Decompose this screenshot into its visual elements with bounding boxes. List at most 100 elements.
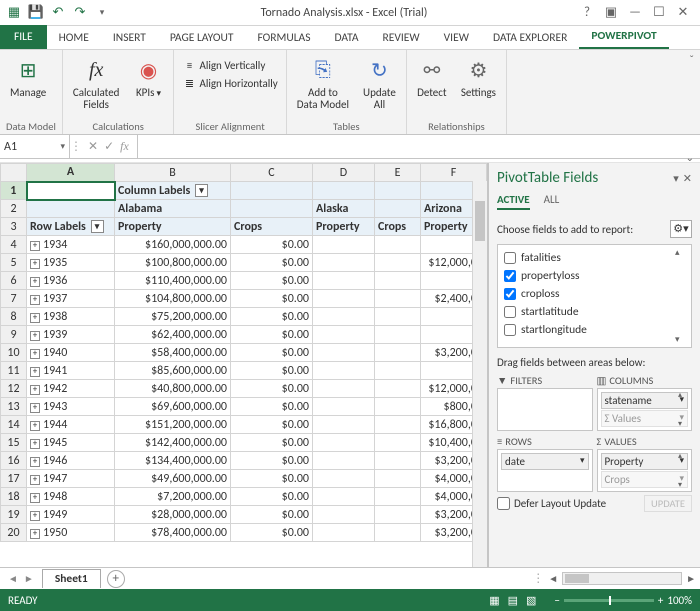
expand-formula-icon[interactable]: ⌄ bbox=[686, 151, 694, 164]
tab-home[interactable]: HOME bbox=[47, 27, 101, 49]
ptf-title: PivotTable Fields ▾✕ bbox=[497, 169, 692, 187]
tab-file[interactable]: FILE bbox=[0, 25, 47, 49]
ptf-item-statename[interactable]: statename▾ bbox=[601, 392, 689, 409]
tab-nav-prev-icon[interactable]: ◄ bbox=[8, 572, 18, 585]
align-h-icon: ≣ bbox=[182, 76, 196, 90]
title-bar: ▦ 💾 ↶ ↷ ▾ Tornado Analysis.xlsx - Excel … bbox=[0, 0, 700, 26]
zoom-slider[interactable] bbox=[564, 599, 654, 602]
settings-button[interactable]: ⚙ Settings bbox=[457, 53, 500, 101]
ptf-item-crops[interactable]: Crops▾ bbox=[601, 471, 689, 488]
scroll-down-icon[interactable]: ▾ bbox=[675, 334, 689, 345]
undo-icon[interactable]: ↶ bbox=[48, 3, 68, 23]
add-table-icon: ⎘ bbox=[308, 55, 338, 85]
calc-fields-button[interactable]: fx Calculated Fields bbox=[69, 53, 124, 113]
ptf-rows-box[interactable]: date▾ bbox=[497, 449, 593, 492]
ptf-tab-active[interactable]: ACTIVE bbox=[497, 193, 530, 210]
pivottable-fields-pane: PivotTable Fields ▾✕ ACTIVE ALL Choose f… bbox=[488, 163, 700, 567]
ptf-field-startlongitude[interactable]: startlongitude bbox=[502, 321, 687, 339]
sheet-tab-sheet1[interactable]: Sheet1 bbox=[42, 569, 101, 588]
view-page-break-icon[interactable]: ▧ bbox=[526, 594, 536, 607]
ptf-drag-label: Drag fields between areas below: bbox=[497, 356, 692, 369]
align-horizontally-button[interactable]: ≣Align Horizontally bbox=[180, 75, 279, 91]
cancel-formula-icon[interactable]: ✕ bbox=[88, 139, 98, 154]
kpis-button[interactable]: ◉ KPIs ▾ bbox=[129, 53, 167, 101]
ptf-field-propertyloss[interactable]: propertyloss bbox=[502, 267, 687, 285]
manage-button[interactable]: ⊞ Manage bbox=[6, 53, 50, 101]
tab-formulas[interactable]: FORMULAS bbox=[245, 27, 322, 49]
sheet-tab-bar: ◄► Sheet1 + ⋮ ◄ ► bbox=[0, 567, 700, 589]
ptf-field-startlatitude[interactable]: startlatitude bbox=[502, 303, 687, 321]
manage-icon: ⊞ bbox=[13, 55, 43, 85]
collapse-ribbon-icon[interactable]: ˇ bbox=[683, 50, 700, 134]
ptf-filters-box[interactable] bbox=[497, 388, 593, 431]
save-icon[interactable]: 💾 bbox=[26, 3, 46, 23]
refresh-icon: ↻ bbox=[364, 55, 394, 85]
qat-dropdown-icon[interactable]: ▾ bbox=[92, 3, 112, 23]
hscroll-left-icon[interactable]: ◄ bbox=[548, 572, 558, 585]
ptf-dropdown-icon[interactable]: ▾ bbox=[673, 172, 679, 185]
filter-icon: ▼ bbox=[497, 374, 507, 387]
tab-data-explorer[interactable]: DATA EXPLORER bbox=[481, 27, 579, 49]
view-page-layout-icon[interactable]: ▤ bbox=[508, 594, 518, 607]
group-calculations: Calculations bbox=[69, 119, 168, 133]
name-box[interactable]: A1▾ bbox=[0, 135, 70, 158]
gear-icon: ⚙ bbox=[463, 55, 493, 85]
tab-review[interactable]: REVIEW bbox=[371, 27, 432, 49]
ptf-filters-label: FILTERS bbox=[510, 374, 542, 387]
tab-view[interactable]: VIEW bbox=[432, 27, 481, 49]
help-icon[interactable]: ? bbox=[576, 5, 598, 20]
zoom-in-icon[interactable]: + bbox=[658, 594, 663, 607]
maximize-icon[interactable]: ☐ bbox=[648, 5, 670, 20]
add-sheet-button[interactable]: + bbox=[107, 570, 125, 588]
ptf-tools-icon[interactable]: ⚙▾ bbox=[670, 220, 692, 238]
ribbon-options-icon[interactable]: ▣ bbox=[600, 5, 622, 20]
tab-insert[interactable]: INSERT bbox=[101, 27, 158, 49]
redo-icon[interactable]: ↷ bbox=[70, 3, 90, 23]
ptf-item-sigma-values[interactable]: Σ Values▾ bbox=[601, 410, 689, 427]
window-controls: ? ▣ — ☐ ✕ bbox=[576, 5, 700, 20]
align-vertically-button[interactable]: ≡Align Vertically bbox=[180, 57, 267, 73]
tab-data[interactable]: DATA bbox=[322, 27, 370, 49]
vertical-scrollbar[interactable] bbox=[472, 181, 487, 567]
ptf-field-list[interactable]: ▴ ▾ fatalitiespropertylosscroplossstartla… bbox=[497, 244, 692, 348]
detect-button[interactable]: ⚯ Detect bbox=[413, 53, 451, 101]
formula-bar: A1▾ ⋮ ✕ ✓ fx ⌄ bbox=[0, 135, 700, 159]
rows-icon: ≡ bbox=[497, 435, 502, 448]
ptf-item-date[interactable]: date▾ bbox=[501, 453, 589, 470]
ptf-item-property[interactable]: Property▾ bbox=[601, 453, 689, 470]
worksheet-grid[interactable]: ABCDEF1Column Labels ▾2AlabamaAlaskaAriz… bbox=[0, 163, 488, 567]
group-slicer-alignment: Slicer Alignment bbox=[180, 119, 279, 133]
horizontal-scrollbar[interactable] bbox=[562, 572, 682, 585]
tab-powerpivot[interactable]: POWERPIVOT bbox=[579, 25, 668, 49]
ptf-field-fatalities[interactable]: fatalities bbox=[502, 249, 687, 267]
update-button[interactable]: UPDATE bbox=[644, 495, 692, 512]
tab-nav-next-icon[interactable]: ► bbox=[24, 572, 34, 585]
ptf-rows-label: ROWS bbox=[505, 435, 532, 448]
defer-checkbox[interactable] bbox=[497, 497, 510, 510]
values-icon: Σ bbox=[597, 435, 602, 448]
view-normal-icon[interactable]: ▦ bbox=[489, 594, 499, 607]
ptf-tab-all[interactable]: ALL bbox=[544, 193, 560, 210]
ptf-values-box[interactable]: Property▾ Crops▾ ▴▾ bbox=[597, 449, 693, 492]
tab-page-layout[interactable]: PAGE LAYOUT bbox=[158, 27, 246, 49]
fx-button-icon[interactable]: fx bbox=[120, 139, 129, 154]
minimize-icon[interactable]: — bbox=[624, 5, 646, 20]
ptf-columns-box[interactable]: statename▾ Σ Values▾ ▴▾ bbox=[597, 388, 693, 431]
add-to-data-model-button[interactable]: ⎘ Add to Data Model bbox=[293, 53, 353, 113]
namebox-dropdown-icon[interactable]: ▾ bbox=[60, 141, 65, 152]
ptf-close-icon[interactable]: ✕ bbox=[683, 172, 692, 185]
ptf-field-croploss[interactable]: croploss bbox=[502, 285, 687, 303]
close-icon[interactable]: ✕ bbox=[672, 5, 694, 20]
enter-formula-icon[interactable]: ✓ bbox=[104, 139, 114, 154]
zoom-level[interactable]: 100% bbox=[667, 594, 692, 607]
zoom-out-icon[interactable]: − bbox=[554, 594, 559, 607]
quick-access-toolbar: ▦ 💾 ↶ ↷ ▾ bbox=[0, 3, 112, 23]
update-all-button[interactable]: ↻ Update All bbox=[359, 53, 400, 113]
group-data-model: Data Model bbox=[6, 119, 56, 133]
kpi-icon: ◉ bbox=[133, 55, 163, 85]
ptf-columns-label: COLUMNS bbox=[609, 374, 653, 387]
scroll-up-icon[interactable]: ▴ bbox=[675, 247, 689, 258]
status-bar: READY ▦ ▤ ▧ − + 100% bbox=[0, 589, 700, 611]
ribbon-tabs: FILE HOME INSERT PAGE LAYOUT FORMULAS DA… bbox=[0, 26, 700, 50]
hscroll-right-icon[interactable]: ► bbox=[686, 572, 696, 585]
